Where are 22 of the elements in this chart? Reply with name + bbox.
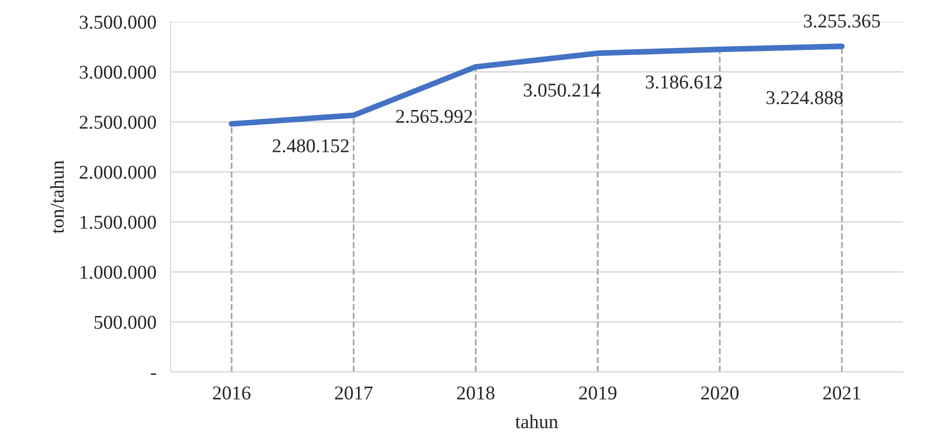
x-tick-label: 2018 (457, 386, 494, 400)
text: 3.224.888 (766, 91, 843, 104)
text: 3.050.214 (524, 84, 600, 97)
x-tick-label: 2021 (823, 386, 860, 400)
y-tick-label: - (150, 373, 156, 375)
text: 2.565.992 (396, 110, 472, 124)
text: 2.480.152 (272, 139, 349, 152)
text: 3.186.612 (646, 76, 722, 89)
y-tick-label: 3.500.000 (80, 16, 156, 29)
x-tick-label: 2016 (213, 386, 250, 400)
y-tick-label: 500.000 (94, 316, 156, 329)
y-tick-label: 3.000.000 (80, 66, 156, 79)
y-tick-label: 2.000.000 (80, 166, 156, 179)
x-tick-label: 2019 (579, 386, 616, 400)
y-tick-label: 1.000.000 (80, 266, 156, 279)
x-axis-title: tahun (515, 414, 558, 428)
y-axis-title: ton/tahun (50, 160, 64, 234)
y-tick-label: 2.500.000 (80, 116, 156, 129)
y-tick-label: 1.500.000 (80, 216, 156, 229)
x-tick-label: 2020 (701, 386, 739, 400)
x-tick-label: 2017 (335, 386, 373, 400)
text: 3.255.365 (804, 14, 880, 28)
